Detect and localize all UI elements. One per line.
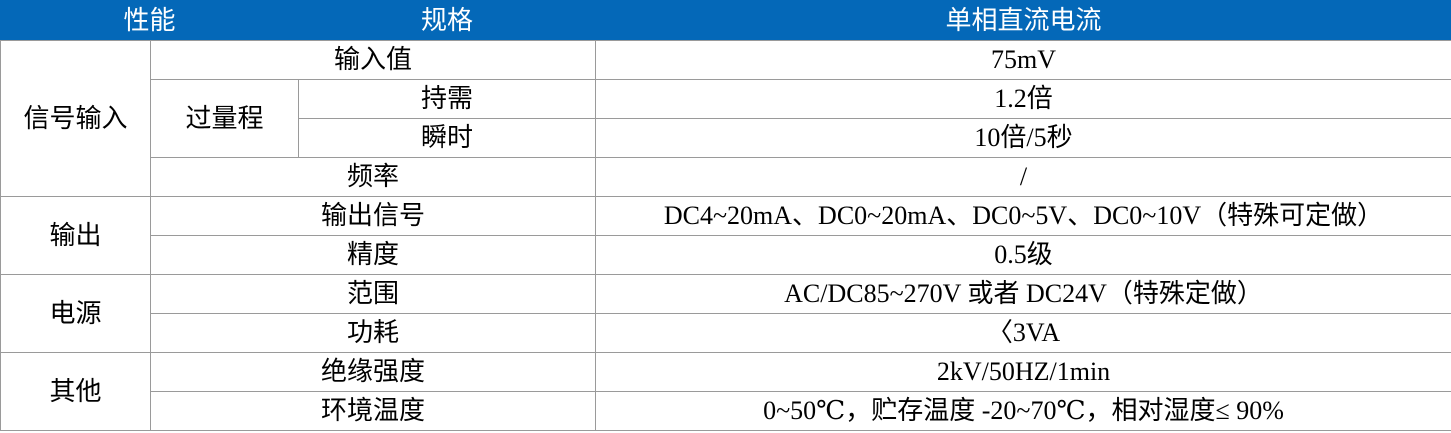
spec-cell: 环境温度 (149, 391, 597, 431)
group-power: 电源 (0, 274, 151, 353)
table-row: 输出 输出信号 DC4~20mA、DC0~20mA、DC0~5V、DC0~10V… (0, 196, 1451, 275)
header-spec: 规格 (298, 0, 597, 41)
spec-cell: 绝缘强度 (149, 352, 597, 392)
spec-cell: 精度 (149, 235, 597, 275)
value-cell: AC/DC85~270V 或者 DC24V（特殊定做） (595, 274, 1451, 314)
table-row: 环境温度 0~50℃，贮存温度 -20~70℃，相对湿度≤ 90% (1, 391, 1451, 431)
value-cell: 75mV (595, 40, 1451, 80)
spec-cell: 输出信号 (149, 196, 597, 236)
spec-cell: 瞬时 (298, 118, 597, 158)
spec-cell: 范围 (149, 274, 597, 314)
group-signal-input: 信号输入 (0, 40, 151, 197)
spec-cell: 频率 (149, 157, 597, 197)
value-cell: DC4~20mA、DC0~20mA、DC0~5V、DC0~10V（特殊可定做） (595, 196, 1451, 236)
table-row: 其他 绝缘强度 2kV/50HZ/1min (0, 352, 1451, 431)
value-cell: 10倍/5秒 (595, 118, 1451, 158)
spec-cell: 功耗 (149, 313, 597, 353)
header-performance: 性能 (0, 0, 300, 41)
value-cell: 0.5级 (595, 235, 1451, 275)
value-cell: 2kV/50HZ/1min (595, 352, 1451, 392)
header-value: 单相直流电流 (595, 0, 1451, 41)
table-row: 瞬时 10倍/5秒 (1, 118, 1451, 158)
value-cell: 1.2倍 (595, 79, 1451, 119)
table-row: 电源 范围 AC/DC85~270V 或者 DC24V（特殊定做） (0, 274, 1451, 353)
table-row: 信号输入 输入值 75mV (0, 40, 1451, 197)
table-row: 精度 0.5级 (1, 235, 1451, 275)
header-row: 性能 规格 单相直流电流 (0, 0, 1451, 41)
table-row: 功耗 〈3VA (1, 313, 1451, 353)
group-overrange: 过量程 (149, 79, 300, 158)
group-other: 其他 (0, 352, 151, 431)
value-cell: / (595, 157, 1451, 197)
table-row: 过量程 持需 1.2倍 (1, 79, 1451, 158)
group-output: 输出 (0, 196, 151, 275)
spec-cell: 持需 (298, 79, 597, 119)
table-row: 频率 / (1, 157, 1451, 197)
value-cell: 0~50℃，贮存温度 -20~70℃，相对湿度≤ 90% (595, 391, 1451, 431)
value-cell: 〈3VA (595, 313, 1451, 353)
spec-cell: 输入值 (149, 40, 597, 80)
